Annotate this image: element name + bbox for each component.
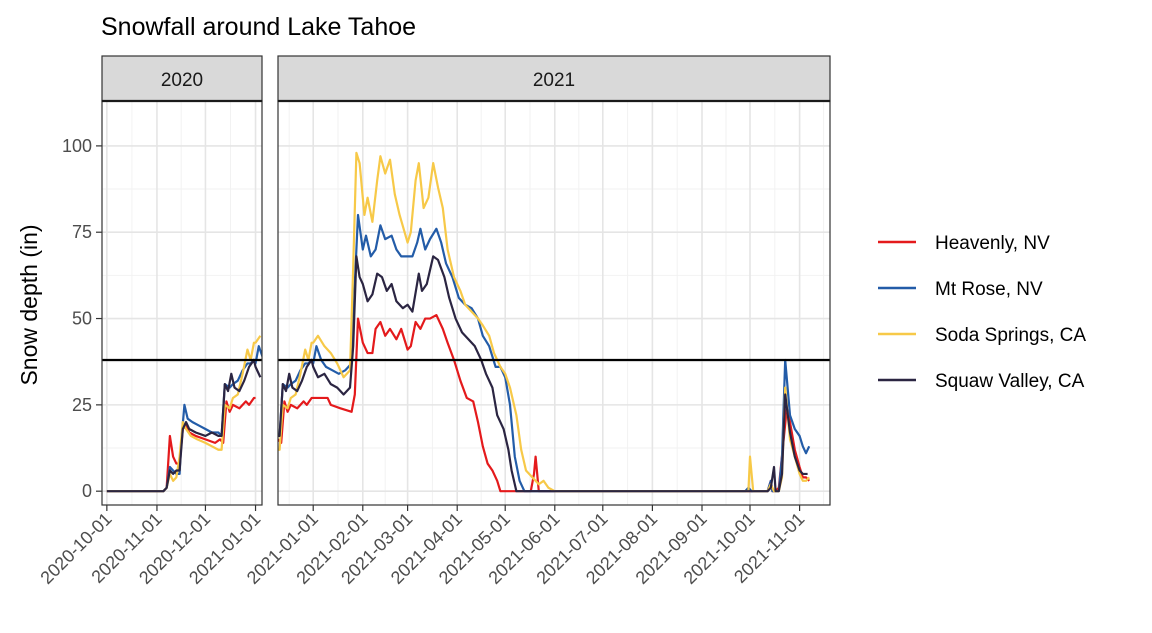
- panel-2021: 20212021-01-012021-02-012021-03-012021-0…: [243, 55, 831, 588]
- series-line-heavenly-nv: [106, 396, 256, 493]
- legend-item: Heavenly, NV: [878, 233, 1050, 254]
- legend-item: Squaw Valley, CA: [878, 371, 1085, 392]
- facet-strip: [277, 55, 831, 102]
- legend-label: Heavenly, NV: [935, 233, 1050, 254]
- legend-label: Squaw Valley, CA: [935, 371, 1085, 392]
- series-line-soda-springs-ca: [106, 335, 262, 493]
- series-line-squaw-valley-ca: [106, 358, 262, 493]
- y-tick-label: 0: [82, 481, 92, 501]
- legend-item: Soda Springs, CA: [878, 325, 1086, 346]
- facet-strip: [101, 55, 263, 102]
- y-tick-label: 25: [72, 395, 92, 415]
- y-axis-title: Snow depth (in): [16, 224, 42, 385]
- legend-label: Mt Rose, NV: [935, 279, 1043, 300]
- series-group: [106, 335, 262, 493]
- facet-strip-label: 2020: [161, 70, 203, 91]
- legend: Heavenly, NV Mt Rose, NV Soda Springs, CA S…: [878, 233, 1086, 392]
- chart-title: Snowfall around Lake Tahoe: [101, 13, 416, 41]
- y-tick-label: 50: [72, 309, 92, 329]
- facet-panels: 20202020-10-012020-11-012020-12-012021-0…: [36, 55, 831, 588]
- legend-label: Soda Springs, CA: [935, 325, 1086, 346]
- legend-item: Mt Rose, NV: [878, 279, 1043, 300]
- y-tick-label: 75: [72, 222, 92, 242]
- series-group: [278, 151, 811, 493]
- facet-strip-label: 2021: [533, 70, 575, 91]
- series-line-squaw-valley-ca: [278, 255, 808, 493]
- y-tick-label: 100: [62, 136, 92, 156]
- panel-2020: 20202020-10-012020-11-012020-12-012021-0…: [36, 55, 264, 588]
